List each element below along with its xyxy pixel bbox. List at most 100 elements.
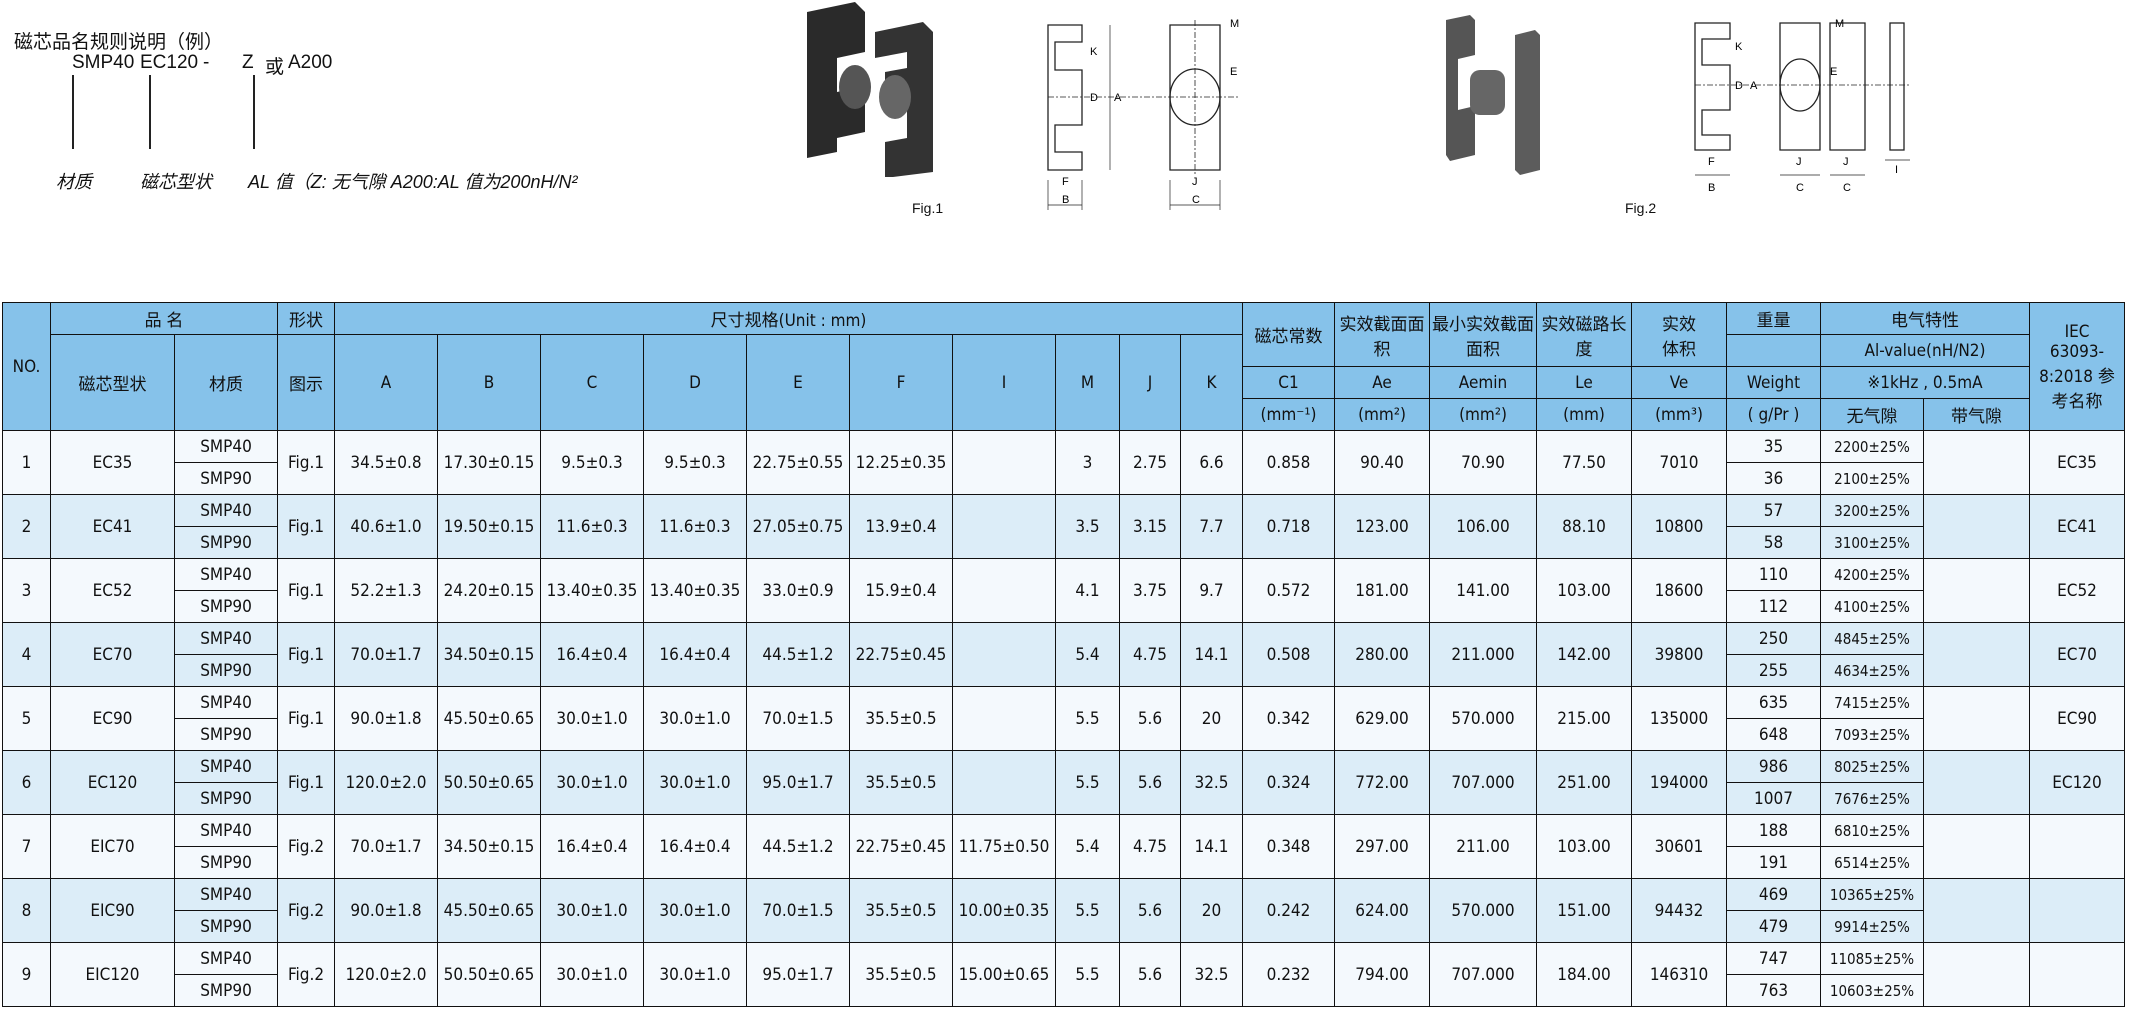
dim-a: 90.0±1.8 bbox=[334, 686, 438, 751]
aemin-value: 707.000 bbox=[1429, 750, 1537, 815]
dim-b: 50.50±0.65 bbox=[437, 750, 541, 815]
le-value: 215.00 bbox=[1536, 686, 1632, 751]
al-no-gap: 7415±25% bbox=[1820, 686, 1924, 719]
header-le-unit: (mm) bbox=[1536, 398, 1632, 431]
header-condition: ※1kHz , 0.5mA bbox=[1820, 366, 2030, 399]
header-le: Le bbox=[1536, 366, 1632, 399]
al-with-gap bbox=[1923, 494, 2030, 559]
al-no-gap: 3100±25% bbox=[1820, 526, 1924, 559]
pointer-line bbox=[253, 75, 255, 149]
core-shape: EC90 bbox=[50, 686, 175, 751]
table-subrow: SMP90 191 6514±25% bbox=[3, 846, 2125, 879]
dim-a: 70.0±1.7 bbox=[334, 622, 438, 687]
material: SMP90 bbox=[174, 782, 278, 815]
ae-value: 123.00 bbox=[1334, 494, 1430, 559]
table-row: 7 EIC70 SMP40 Fig.2 70.0±1.7 34.50±0.15 16.4±0… bbox=[2, 814, 2125, 879]
weight-value: 469 bbox=[1726, 878, 1821, 911]
dim-k: 6.6 bbox=[1180, 430, 1243, 495]
header-weight-blank bbox=[1726, 334, 1821, 367]
table-subrow: SMP90 58 3100±25% bbox=[3, 526, 2125, 559]
ae-value: 90.40 bbox=[1334, 430, 1430, 495]
dim-j: 2.75 bbox=[1119, 430, 1181, 495]
dim-b: 34.50±0.15 bbox=[437, 622, 541, 687]
material: SMP40 bbox=[174, 878, 278, 911]
al-no-gap: 7676±25% bbox=[1820, 782, 1924, 815]
c1-value: 0.718 bbox=[1242, 494, 1335, 559]
weight-value: 112 bbox=[1726, 590, 1821, 623]
svg-text:D: D bbox=[1090, 92, 1098, 104]
dim-c: 9.5±0.3 bbox=[540, 430, 644, 495]
dim-a: 40.6±1.0 bbox=[334, 494, 438, 559]
dim-i bbox=[952, 686, 1056, 751]
header-c1-title: 磁芯常数 bbox=[1242, 302, 1335, 367]
core-shape: EC70 bbox=[50, 622, 175, 687]
row-no: 4 bbox=[2, 622, 51, 687]
pointer-line bbox=[72, 75, 74, 149]
material: SMP40 bbox=[174, 942, 278, 975]
dim-f: 35.5±0.5 bbox=[849, 878, 953, 943]
core-shape: EC52 bbox=[50, 558, 175, 623]
dim-c: 30.0±1.0 bbox=[540, 942, 644, 1007]
table-subrow: SMP90 1007 7676±25% bbox=[3, 782, 2125, 815]
le-value: 77.50 bbox=[1536, 430, 1632, 495]
core-shape: EIC120 bbox=[50, 942, 175, 1007]
example-al: Z bbox=[242, 52, 254, 73]
iec-name: EC41 bbox=[2029, 494, 2125, 559]
ve-value: 146310 bbox=[1631, 942, 1727, 1007]
iec-name: EC90 bbox=[2029, 686, 2125, 751]
dim-b: 19.50±0.15 bbox=[437, 494, 541, 559]
dim-k: 20 bbox=[1180, 878, 1243, 943]
dim-j: 5.6 bbox=[1119, 750, 1181, 815]
aemin-value: 141.00 bbox=[1429, 558, 1537, 623]
svg-text:F: F bbox=[1062, 176, 1069, 188]
header-dim-c: C bbox=[540, 334, 644, 431]
material: SMP40 bbox=[174, 814, 278, 847]
iec-name bbox=[2029, 878, 2125, 943]
material: SMP90 bbox=[174, 910, 278, 943]
c1-value: 0.348 bbox=[1242, 814, 1335, 879]
ve-value: 194000 bbox=[1631, 750, 1727, 815]
header-diagram: 图示 bbox=[277, 334, 335, 431]
svg-text:J: J bbox=[1796, 156, 1802, 168]
ae-value: 794.00 bbox=[1334, 942, 1430, 1007]
c1-value: 0.324 bbox=[1242, 750, 1335, 815]
figure-ref: Fig.2 bbox=[277, 814, 335, 879]
table-row: 4 EC70 SMP40 Fig.1 70.0±1.7 34.50±0.15 16.4±0.… bbox=[2, 622, 2125, 687]
dim-j: 4.75 bbox=[1119, 622, 1181, 687]
figure-ref: Fig.1 bbox=[277, 558, 335, 623]
header-with-gap: 带气隙 bbox=[1923, 398, 2030, 431]
spec-table: NO. 品 名 形状 尺寸规格(Unit : mm) 磁芯常数 实效截面面积 最… bbox=[2, 302, 2125, 1007]
table-row: 5 EC90 SMP40 Fig.1 90.0±1.8 45.50±0.65 30.0±1.… bbox=[2, 686, 2125, 751]
svg-text:J: J bbox=[1192, 176, 1198, 188]
figure-ref: Fig.1 bbox=[277, 430, 335, 495]
header-no-gap: 无气隙 bbox=[1820, 398, 1924, 431]
al-no-gap: 11085±25% bbox=[1820, 942, 1924, 975]
dim-m: 3.5 bbox=[1055, 494, 1120, 559]
svg-text:F: F bbox=[1708, 156, 1715, 168]
svg-text:M: M bbox=[1835, 18, 1844, 30]
al-no-gap: 3200±25% bbox=[1820, 494, 1924, 527]
header-le-title: 实效磁路长度 bbox=[1536, 302, 1632, 367]
material: SMP40 bbox=[174, 686, 278, 719]
le-value: 184.00 bbox=[1536, 942, 1632, 1007]
header-dim-f: F bbox=[849, 334, 953, 431]
row-no: 5 bbox=[2, 686, 51, 751]
dim-k: 14.1 bbox=[1180, 814, 1243, 879]
material: SMP40 bbox=[174, 558, 278, 591]
material: SMP40 bbox=[174, 750, 278, 783]
dim-m: 4.1 bbox=[1055, 558, 1120, 623]
dim-c: 11.6±0.3 bbox=[540, 494, 644, 559]
header-c1-unit: (mm⁻¹) bbox=[1242, 398, 1335, 431]
core-shape: EIC90 bbox=[50, 878, 175, 943]
weight-value: 191 bbox=[1726, 846, 1821, 879]
dim-d: 30.0±1.0 bbox=[643, 878, 747, 943]
material: SMP90 bbox=[174, 590, 278, 623]
dim-j: 5.6 bbox=[1119, 686, 1181, 751]
naming-title: 磁芯品名规则说明（例） bbox=[14, 32, 224, 53]
dim-e: 70.0±1.5 bbox=[746, 878, 850, 943]
ae-value: 772.00 bbox=[1334, 750, 1430, 815]
dim-a: 70.0±1.7 bbox=[334, 814, 438, 879]
header-c1: C1 bbox=[1242, 366, 1335, 399]
iec-name bbox=[2029, 814, 2125, 879]
weight-value: 986 bbox=[1726, 750, 1821, 783]
